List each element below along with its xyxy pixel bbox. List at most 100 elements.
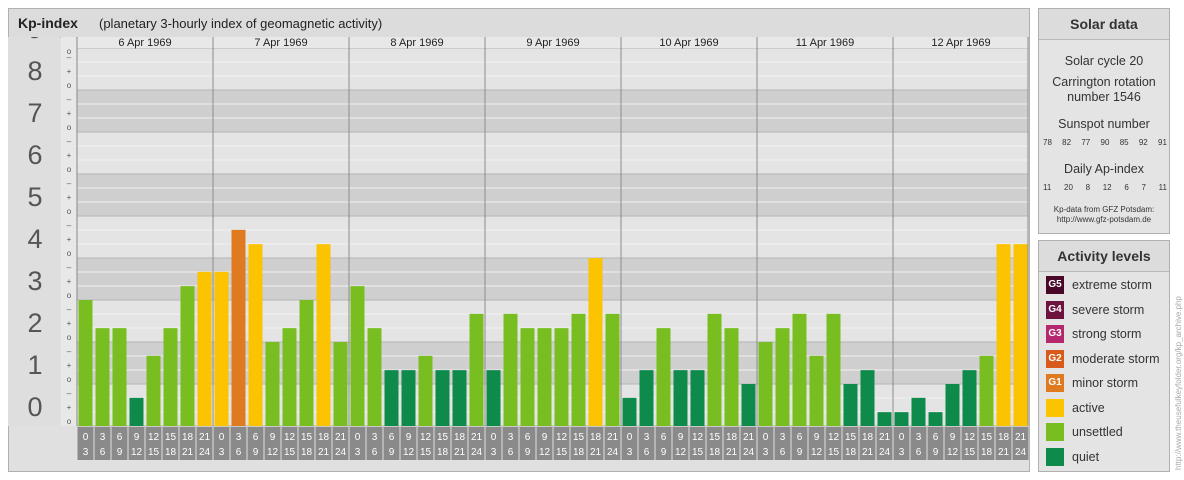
kp-bar [996,244,1011,426]
interval-cell [128,427,145,460]
interval-cell [825,427,842,460]
y-tick-label: 6 [27,140,42,170]
kp-bar [129,397,144,426]
interval-cell [383,427,400,460]
kp-bar [826,313,841,426]
interval-end-label: 18 [165,447,177,458]
sunspot-value: 82 [1062,138,1072,147]
interval-cell [604,427,621,460]
kp-bar [928,412,943,426]
legend-swatch: G1 [1046,374,1064,392]
kp-bar [809,355,824,426]
kp-bar [197,271,212,426]
interval-cell [672,427,689,460]
y-tick-label: 0 [27,392,42,422]
kp-bar [588,258,603,426]
kp-bar [78,300,93,426]
minor-tick-label: – [67,179,72,188]
interval-cell [944,427,961,460]
day-label: 6 Apr 1969 [118,37,171,49]
interval-cell [349,427,366,460]
kp-bar [792,313,807,426]
minor-tick-label: + [67,109,72,118]
interval-start-label: 0 [627,432,633,443]
kp-bar [554,328,569,426]
interval-end-label: 21 [590,447,602,458]
kp-band [77,48,1028,90]
kp-bar [214,271,229,426]
interval-end-label: 3 [899,447,905,458]
kp-bar [571,313,586,426]
interval-start-label: 21 [335,432,347,443]
interval-cell [706,427,723,460]
minor-tick-column [61,37,76,426]
interval-end-label: 21 [454,447,466,458]
legend-swatch [1046,447,1064,466]
watermark: http://www.theusefulkeyfolder.org/kp_arc… [1174,296,1183,470]
interval-end-label: 3 [763,447,769,458]
interval-cell [332,427,349,460]
interval-cell [451,427,468,460]
kp-bar [962,370,977,426]
sunspot-value: 92 [1138,138,1148,147]
interval-start-label: 21 [607,432,619,443]
interval-end-label: 12 [131,447,143,458]
ap-value: 12 [1102,183,1112,192]
sunspot-value: 85 [1119,138,1129,147]
interval-end-label: 3 [491,447,497,458]
kp-bar [503,313,518,426]
y-tick-label: 3 [27,266,42,296]
data-source-link[interactable]: http://www.gfz-potsdam.de [1056,215,1152,224]
interval-end-label: 9 [933,447,939,458]
minor-tick-label: + [67,67,72,76]
legend-swatch: G5 [1046,276,1064,294]
minor-tick-label: – [67,137,72,146]
interval-start-label: 15 [845,432,857,443]
interval-start-label: 18 [318,432,330,443]
interval-cell [111,427,128,460]
interval-end-label: 18 [981,447,993,458]
interval-cell [808,427,825,460]
interval-end-label: 12 [267,447,279,458]
kp-bar [469,313,484,426]
minor-tick-label: – [67,347,72,356]
interval-end-label: 9 [253,447,259,458]
interval-cell [876,427,893,460]
solar-data-title: Solar data [1039,9,1169,40]
interval-start-label: 18 [182,432,194,443]
interval-start-label: 3 [100,432,106,443]
interval-cell [859,427,876,460]
interval-cell [553,427,570,460]
minor-tick-label: – [67,305,72,314]
interval-cell [502,427,519,460]
interval-start-label: 12 [692,432,704,443]
ap-value: 11 [1158,183,1167,192]
interval-start-label: 15 [437,432,449,443]
interval-start-label: 9 [678,432,684,443]
kp-bar [537,328,552,426]
kp-bar [843,384,858,426]
interval-start-label: 9 [270,432,276,443]
kp-bar [265,342,280,426]
interval-start-label: 12 [420,432,432,443]
activity-levels-panel: Activity levels G5 extreme storm G4 severe … [1038,240,1170,472]
carrington-label: Carrington rotation [1052,75,1156,89]
minor-tick-label: – [67,263,72,272]
kp-bar [367,328,382,426]
interval-start-label: 9 [950,432,956,443]
interval-end-label: 24 [607,447,619,458]
interval-cell [1012,427,1029,460]
kp-bar [622,397,637,426]
minor-tick-label: – [67,389,72,398]
interval-start-label: 3 [508,432,514,443]
legend-label: minor storm [1072,376,1138,390]
kp-bar [860,370,875,426]
interval-cell [298,427,315,460]
legend-label: quiet [1072,449,1100,464]
interval-end-label: 18 [709,447,721,458]
minor-tick-label: o [67,165,72,174]
interval-end-label: 12 [539,447,551,458]
interval-end-label: 15 [148,447,160,458]
kp-band [77,132,1028,174]
minor-tick-label: o [67,123,72,132]
